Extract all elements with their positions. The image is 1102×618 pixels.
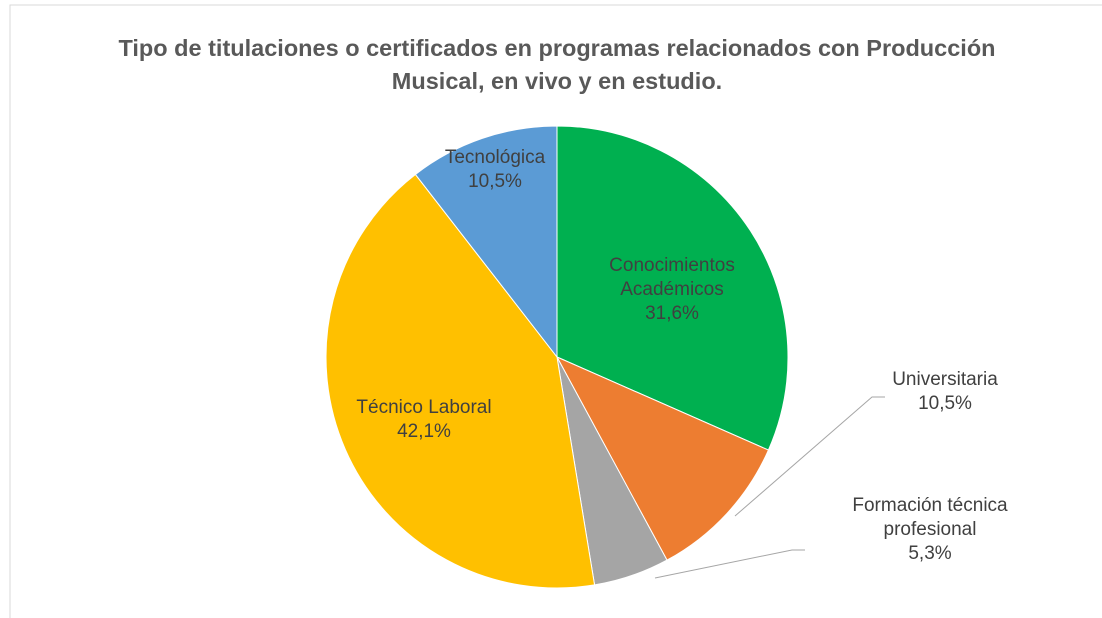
- chart-title: Tipo de titulaciones o certificados en p…: [118, 35, 996, 94]
- value-label: 5,3%: [908, 543, 952, 564]
- slice-label: Formación técnica profesional 5,3%: [820, 494, 1040, 566]
- category-label: Técnico Laboral: [356, 397, 492, 418]
- slice-label: Conocimientos Académicos 31,6%: [572, 254, 772, 326]
- slice-label: Universitaria 10,5%: [845, 368, 1045, 416]
- slice-label: Tecnológica 10,5%: [415, 146, 575, 194]
- leader-line: [654, 549, 805, 579]
- pie-slice: [556, 125, 789, 451]
- category-label: Universitaria: [892, 369, 998, 390]
- value-label: 10,5%: [468, 171, 522, 192]
- chart-border: [9, 4, 1102, 618]
- leader-line: [734, 396, 885, 517]
- category-label: Formación técnica profesional: [852, 495, 1008, 540]
- pie-slice: [325, 173, 596, 589]
- pie-slice: [414, 125, 558, 359]
- value-label: 31,6%: [645, 303, 699, 324]
- category-label: Tecnológica: [444, 147, 546, 168]
- category-label: Conocimientos Académicos: [609, 255, 735, 300]
- slice-label: Técnico Laboral 42,1%: [314, 396, 534, 444]
- value-label: 42,1%: [397, 421, 451, 442]
- pie-slice: [555, 355, 770, 561]
- value-label: 10,5%: [918, 393, 972, 414]
